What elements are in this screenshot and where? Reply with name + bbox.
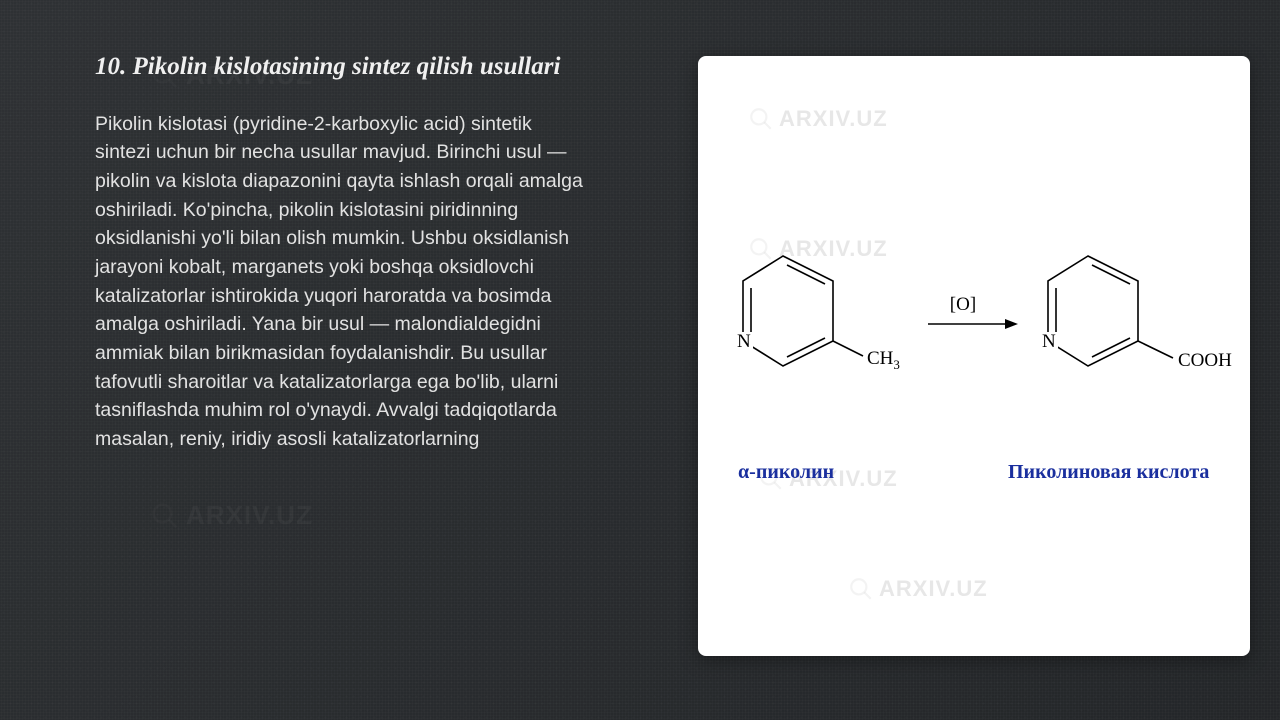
watermark-text: ARXIV.UZ — [779, 106, 888, 132]
figure-column: ARXIV.UZ ARXIV.UZ ARXIV.UZ ARXIV.UZ — [585, 50, 1250, 720]
reaction-arrow: [O] — [923, 296, 1023, 351]
slide: ARXIV.UZ ARXIV.UZ 10. Pikolin kislotasin… — [0, 0, 1280, 720]
reagent-label: [O] — [950, 296, 976, 315]
reactant-molecule: N CH3 — [723, 246, 923, 421]
product-molecule: N COOH — [1028, 246, 1250, 421]
search-icon — [748, 106, 774, 132]
slide-heading: 10. Pikolin kislotasining sintez qilish … — [95, 50, 585, 84]
watermark-text: ARXIV.UZ — [879, 576, 988, 602]
hetero-atom: N — [1042, 331, 1056, 352]
caption-product: Пиколиновая кислота — [1008, 461, 1209, 484]
substituent-label: COOH — [1178, 350, 1232, 371]
figure-watermark-1: ARXIV.UZ — [748, 106, 888, 132]
figure-watermark-4: ARXIV.UZ — [848, 576, 988, 602]
text-column: 10. Pikolin kislotasining sintez qilish … — [95, 50, 585, 720]
reaction-figure: ARXIV.UZ ARXIV.UZ ARXIV.UZ ARXIV.UZ — [698, 56, 1250, 656]
reaction-scheme: N CH3 [O] — [698, 216, 1250, 476]
substituent-label: CH3 — [867, 348, 900, 372]
search-icon — [848, 576, 874, 602]
hetero-atom: N — [737, 331, 751, 352]
slide-body: Pikolin kislotasi (pyridine-2-karboxylic… — [95, 110, 585, 454]
caption-reactant: α-пиколин — [738, 461, 834, 484]
